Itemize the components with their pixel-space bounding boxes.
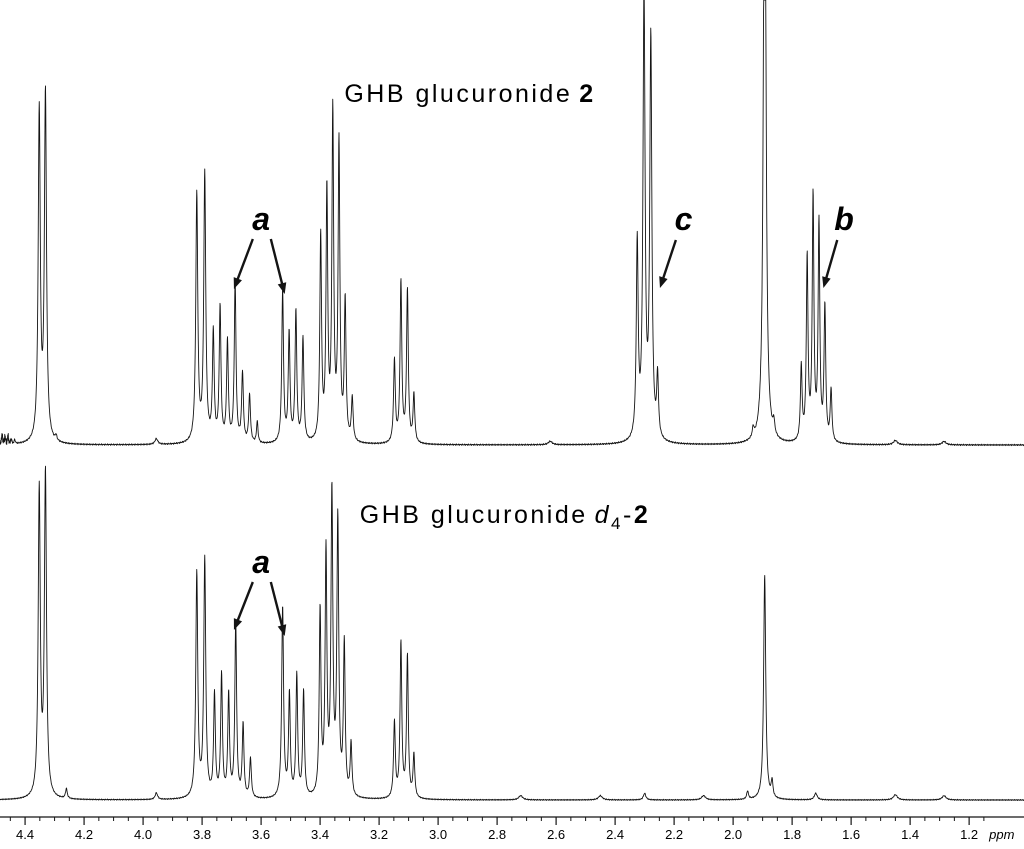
peak-label-a: a: [252, 544, 270, 580]
spectrum-bottom: [0, 465, 1024, 801]
spectrum-top: [0, 0, 1024, 447]
title-bottom-compound-number: 2: [633, 501, 651, 529]
x-axis-tick-label: 3.6: [252, 827, 270, 842]
annotation-arrowhead: [277, 624, 287, 636]
annotation-arrowhead: [233, 277, 242, 289]
annotation-arrowhead: [822, 276, 831, 288]
x-axis-tick-label: 2.4: [606, 827, 624, 842]
peak-label-c: c: [675, 201, 693, 237]
title-bottom-text: GHB glucuronide: [359, 501, 588, 529]
nmr-trace-bottom: [0, 465, 1024, 801]
x-axis-tick-label: 2.2: [665, 827, 683, 842]
spectrum-title-top: GHB glucuronide 2: [344, 80, 595, 109]
annotation-arrow-line: [236, 238, 254, 282]
x-axis-tick-label: 4.0: [134, 827, 152, 842]
title-bottom-dash: -: [623, 501, 634, 529]
title-top-text: GHB glucuronide: [344, 80, 573, 108]
annotation-b-top: b: [822, 201, 854, 288]
annotation-a-top: a: [233, 201, 287, 294]
annotation-arrowhead: [233, 618, 243, 630]
x-axis-tick-label: 2.8: [488, 827, 506, 842]
x-axis-tick-label: 2.0: [724, 827, 742, 842]
nmr-trace-top: [0, 0, 1024, 447]
x-axis-tick-label: 1.8: [783, 827, 801, 842]
title-bottom-d-label: d: [594, 501, 612, 529]
x-axis-tick-label: 4.2: [75, 827, 93, 842]
annotation-arrow-line: [824, 239, 839, 280]
x-axis-unit-label: ppm: [988, 827, 1014, 842]
x-axis-tick-label: 3.2: [370, 827, 388, 842]
annotation-arrow-line: [269, 581, 284, 628]
x-axis-tick-label: 4.4: [16, 827, 34, 842]
x-axis-tick-label: 1.2: [960, 827, 978, 842]
peak-label-b: b: [834, 201, 854, 237]
annotation-arrow-line: [661, 239, 678, 280]
x-axis-tick-label: 3.4: [311, 827, 329, 842]
x-axis-tick-label: 1.4: [901, 827, 919, 842]
x-axis-tick-label: 3.8: [193, 827, 211, 842]
peak-label-a: a: [252, 201, 270, 237]
annotation-arrowhead: [659, 276, 668, 288]
annotation-arrow-line: [236, 581, 254, 623]
title-bottom-d-subscript: 4: [611, 514, 624, 533]
x-axis-tick-label: 2.6: [547, 827, 565, 842]
x-axis: 4.4 4.2 4.0 3.8 3.6 3.4 3.2 3.0 2.8 2.6 2.4 2.2 2.0 1…: [0, 816, 1024, 842]
title-top-compound-number: 2: [579, 80, 596, 108]
annotation-c-top: c: [659, 201, 693, 288]
spectrum-title-bottom: GHB glucuronide d4-2: [360, 501, 651, 534]
x-axis-tick-label: 3.0: [429, 827, 447, 842]
annotation-arrowhead: [277, 282, 287, 294]
annotation-arrow-line: [269, 238, 284, 286]
annotation-a-bottom: a: [233, 544, 287, 636]
x-axis-tick-label: 1.6: [842, 827, 860, 842]
